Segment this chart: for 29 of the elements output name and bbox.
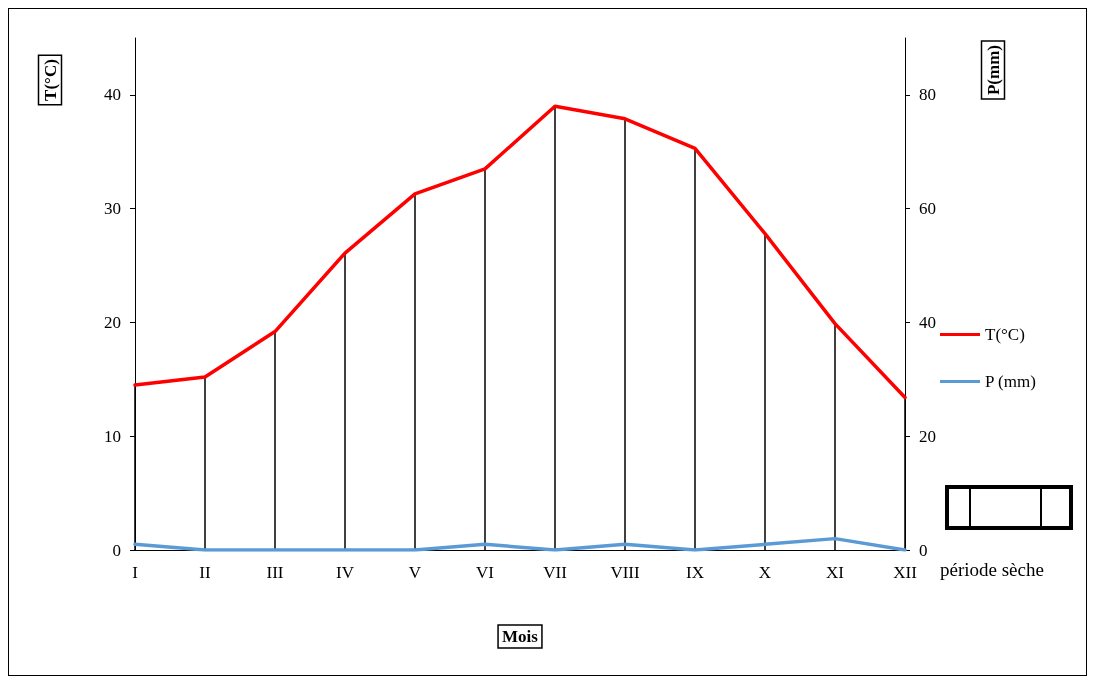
- x-tick-label: XI: [826, 563, 845, 582]
- y-tick-label: 20: [104, 312, 121, 332]
- x-tick-label: IX: [686, 563, 704, 582]
- x-tick-label: VII: [543, 563, 568, 582]
- y2-axis-title: P(mm): [983, 44, 1003, 96]
- x-tick-label: X: [758, 563, 772, 582]
- x-tick-label: II: [199, 563, 211, 582]
- y-tick-label: 30: [104, 199, 121, 219]
- x-tick-label: VI: [476, 563, 495, 582]
- series-label: période sèche: [940, 559, 1044, 580]
- line-series: [133, 104, 907, 400]
- x-tick-label: III: [266, 563, 284, 582]
- y2-tick-label: 20: [919, 426, 936, 446]
- legend-label: P (mm): [985, 372, 1036, 391]
- y2-tick-label: 60: [919, 199, 936, 219]
- x-tick-label: IV: [336, 563, 355, 582]
- x-tick-label: XII: [893, 563, 918, 582]
- y2-tick-label: 40: [919, 312, 936, 332]
- y2-tick-label: 0: [919, 540, 928, 560]
- y-axis-title: T(°C): [40, 59, 60, 101]
- y-tick-label: 0: [112, 540, 121, 560]
- x-tick-label: I: [132, 563, 139, 582]
- y-tick-label: 40: [104, 85, 121, 105]
- x-tick-label: V: [408, 563, 422, 582]
- y-tick-label: 10: [104, 426, 121, 446]
- y2-tick-label: 80: [919, 85, 936, 105]
- legend-label: T(°C): [985, 325, 1025, 344]
- x-tick-label: VIII: [610, 563, 640, 582]
- x-axis-title: Mois: [502, 627, 539, 646]
